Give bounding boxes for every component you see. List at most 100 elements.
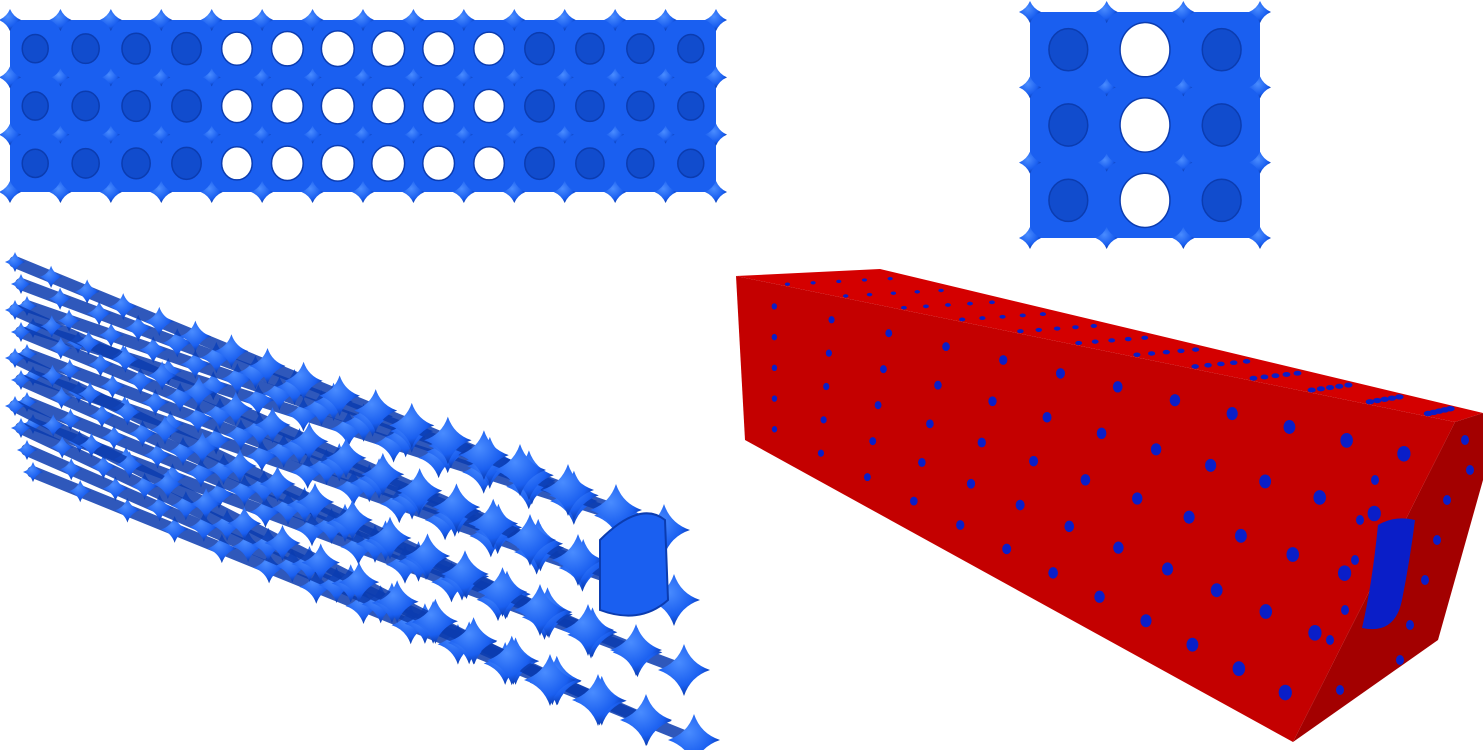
block-pore	[771, 395, 778, 402]
persp-node	[39, 265, 63, 288]
side-node	[452, 9, 475, 31]
side-node	[200, 9, 223, 31]
block-pore-top	[1316, 386, 1325, 392]
side-hole	[422, 146, 455, 181]
block-pore-top	[1249, 375, 1258, 381]
side-node	[656, 68, 675, 87]
end-hole	[1048, 28, 1088, 71]
side-node	[101, 68, 120, 87]
side-node	[99, 181, 122, 203]
persp-node	[368, 516, 412, 560]
persp-node	[74, 279, 100, 304]
persp-node	[159, 463, 186, 491]
side-hole-rim	[371, 30, 406, 68]
persp-node	[183, 376, 215, 408]
side-node	[301, 9, 324, 31]
block-top-face	[736, 269, 1483, 422]
persp-node	[338, 561, 380, 603]
persp-node	[180, 349, 210, 379]
block-pore-top	[1090, 323, 1098, 328]
persp-node	[221, 363, 254, 395]
block-pore-top	[1035, 327, 1043, 332]
side-hole	[422, 88, 455, 124]
side-hole-rim	[524, 146, 555, 181]
persp-node	[48, 287, 72, 310]
block-pore-top	[999, 314, 1006, 319]
side-hole-rim	[371, 144, 406, 182]
persp-node	[23, 366, 43, 386]
persp-node	[361, 452, 405, 496]
side-node	[454, 68, 473, 87]
persp-node	[5, 252, 25, 272]
end-node	[1249, 1, 1271, 23]
persp-node	[374, 424, 413, 463]
side-node	[253, 125, 272, 144]
block-pore-top	[1335, 383, 1344, 389]
side-node	[656, 125, 675, 144]
block-pore	[926, 419, 934, 429]
side-hole	[321, 145, 355, 182]
side-node	[404, 68, 423, 87]
persp-node	[286, 397, 321, 432]
block-pore	[1029, 455, 1039, 467]
block-pore-top	[1017, 329, 1024, 334]
block-pore-end	[1406, 620, 1414, 630]
persp-node	[486, 635, 537, 686]
persp-node	[17, 296, 37, 316]
block-pore	[1113, 541, 1124, 554]
side-hole	[121, 147, 151, 179]
side-node	[553, 181, 576, 203]
block-pore-top	[1387, 395, 1397, 401]
side-node	[654, 9, 677, 31]
side-node	[604, 9, 627, 31]
block-pore	[1002, 543, 1012, 555]
persp-node	[412, 598, 458, 644]
persp-node	[494, 444, 546, 496]
side-hole-rim	[422, 30, 456, 67]
persp-node	[58, 359, 81, 382]
block-pore	[1367, 505, 1381, 522]
side-hole	[473, 89, 505, 123]
persp-node	[49, 337, 72, 360]
block-pore	[771, 333, 778, 341]
block-pore	[1064, 520, 1075, 533]
block-pore	[1048, 567, 1058, 579]
block-pore-top	[1075, 340, 1083, 346]
end-hole-rim	[1048, 27, 1089, 72]
block-pore	[1015, 499, 1025, 511]
persp-node	[161, 516, 189, 543]
persp-node	[179, 320, 212, 352]
block-pore-top	[967, 301, 973, 306]
block-pore-top	[1072, 325, 1079, 330]
persp-node	[129, 420, 156, 447]
persp-node	[103, 476, 128, 501]
block-pore	[1094, 590, 1105, 603]
side-hole	[221, 89, 253, 123]
side-node	[555, 68, 574, 87]
persp-node	[114, 398, 141, 426]
persp-node	[17, 392, 37, 412]
side-hole-rim	[71, 147, 100, 179]
end-node	[1095, 1, 1118, 23]
persp-node	[57, 309, 81, 332]
persp-node	[524, 654, 576, 706]
block-pore-top	[836, 279, 842, 284]
persp-node	[295, 482, 335, 522]
persp-node	[144, 306, 174, 336]
side-node	[301, 181, 324, 203]
side-node	[503, 9, 526, 31]
block-pore-top	[1293, 370, 1302, 376]
persp-node	[449, 617, 498, 665]
block-pore-end	[1433, 535, 1441, 545]
side-hole	[171, 147, 202, 180]
block-pore-top	[1307, 387, 1316, 393]
persp-node	[98, 322, 124, 348]
end-hole-rim	[1119, 97, 1171, 153]
block-pore-top	[1141, 335, 1149, 340]
block-pore	[1055, 368, 1065, 379]
persp-node	[186, 432, 219, 464]
block-pore	[1397, 446, 1411, 462]
side-node	[705, 66, 727, 89]
side-hole-rim	[220, 145, 253, 181]
block-pore-top	[914, 290, 920, 294]
